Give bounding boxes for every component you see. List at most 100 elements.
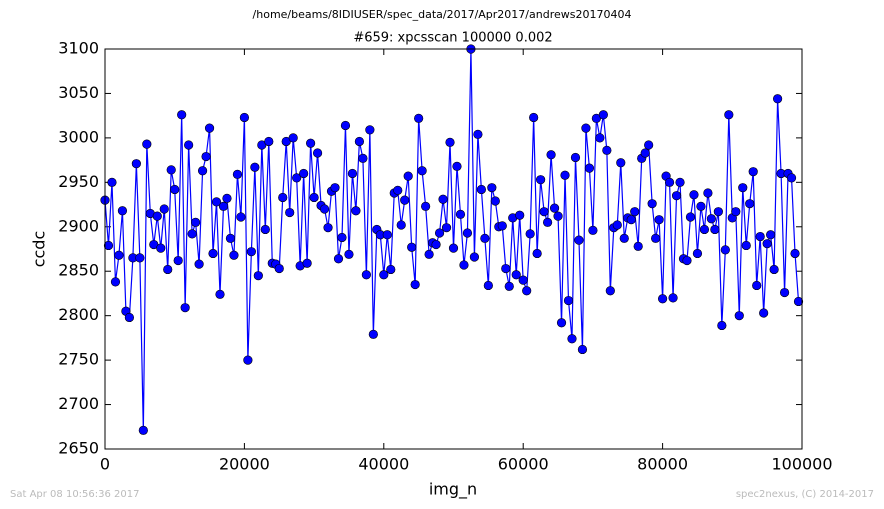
data-point [302,258,312,268]
data-point [323,223,333,233]
data-point [476,184,486,195]
data-point [204,123,215,133]
data-point [480,233,490,243]
data-point [330,183,340,193]
data-point [671,191,682,201]
data-point [542,217,553,227]
y-tick-label: 2900 [58,216,99,235]
data-point [501,263,511,274]
data-point [417,166,427,176]
footer-right: spec2nexus, (C) 2014-2017 [736,489,874,500]
data-point [703,188,713,198]
data-point [365,125,375,135]
data-point [504,281,514,291]
data-point [738,183,748,193]
data-point [379,270,389,280]
data-point [692,248,703,259]
data-point [640,148,650,158]
data-point [170,184,180,195]
data-point [553,211,563,221]
data-point [595,133,605,143]
data-point [487,183,497,193]
data-point [497,221,507,231]
data-point [682,255,692,266]
data-point [225,233,236,243]
data-point [779,287,790,298]
data-point [651,233,661,243]
data-point [581,123,591,133]
data-point [473,129,483,139]
data-point [748,167,758,177]
data-point [260,224,270,235]
y-tick-label: 3000 [58,127,99,146]
data-point [515,210,525,220]
y-tick-label: 3050 [58,83,99,102]
data-point [138,425,148,435]
data-point [605,286,615,296]
data-point [654,215,664,225]
data-point [563,295,574,306]
data-point [452,161,462,171]
data-point [462,228,473,238]
data-point [431,239,441,250]
y-tick-label: 2850 [58,261,99,280]
data-point [358,153,368,163]
data-point [644,140,654,150]
data-point [232,169,243,179]
data-point [717,320,727,331]
data-point [759,308,769,318]
data-point [685,212,696,222]
data-point [180,303,190,313]
data-point [752,280,762,291]
data-point [201,151,211,162]
data-point [745,199,755,209]
data-point [166,165,176,175]
data-point [191,217,201,227]
data-point [769,264,779,275]
data-point [187,229,197,239]
data-point [539,207,549,217]
data-point [393,185,403,195]
data-point [441,223,452,233]
data-point [396,220,406,230]
x-tick-label: 80000 [637,455,688,474]
data-point [657,294,668,304]
data-point [222,193,232,203]
data-point [675,177,685,187]
data-point [786,173,797,183]
data-point [421,201,431,211]
data-point [459,260,469,270]
data-point [790,248,800,259]
data-point [574,235,584,245]
data-point [630,207,640,217]
data-point [253,271,263,281]
data-point [386,264,396,275]
data-point [633,241,643,251]
data-point [288,133,298,143]
x-tick-label: 60000 [498,455,549,474]
data-point [218,201,229,211]
data-point [177,110,187,120]
data-point [483,280,493,291]
data-point [400,195,410,205]
data-point [337,232,347,243]
x-tick-label: 20000 [219,455,270,474]
data-point [536,175,546,185]
data-point [616,158,626,168]
data-point [734,311,744,321]
data-point [710,224,720,235]
data-point [131,159,141,169]
data-point [368,329,378,339]
y-tick-label: 2750 [58,350,99,369]
data-point [152,211,162,221]
data-point [626,215,636,225]
data-point [215,289,225,299]
data-point [344,249,354,259]
data-point [602,145,612,155]
chart-title: #659: xpcsscan 100000 0.002 [353,31,552,46]
data-point [124,312,134,323]
plot-frame [104,48,803,450]
data-point [243,355,253,365]
data-point [274,263,284,274]
data-point [664,177,675,187]
